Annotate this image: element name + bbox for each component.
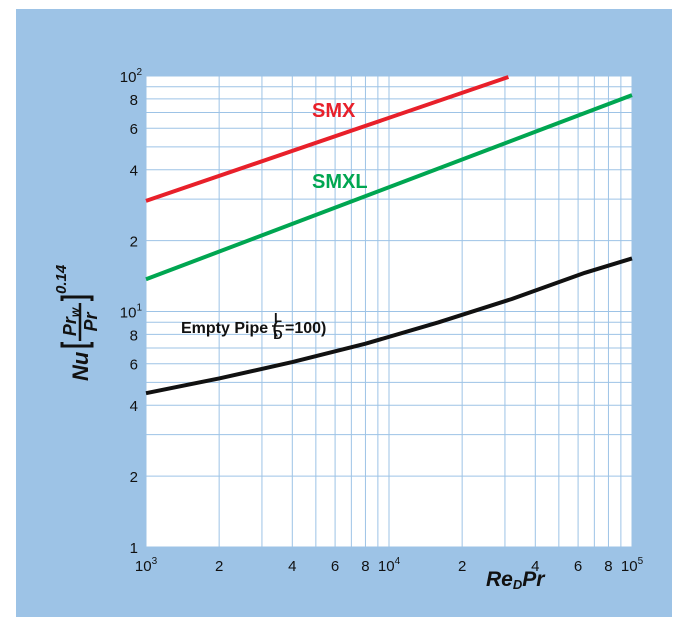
left-bracket: [60, 342, 94, 348]
series-line-2: [145, 93, 633, 282]
tick-exponent: 4: [395, 556, 401, 567]
y-tick-label: 101: [120, 303, 143, 322]
series-label-empty-pipe: Empty Pipe (: [181, 320, 279, 337]
x-tick-label: 104: [378, 556, 401, 575]
y-tick-label: 1: [130, 540, 138, 557]
y-label-exponent: 0.14: [53, 264, 70, 294]
tick-exponent: 3: [152, 556, 158, 567]
x-tick-label: 8: [604, 558, 612, 575]
grid: [145, 75, 633, 548]
y-tick-label: 4: [130, 163, 138, 180]
series-label-smxl: SMXL: [312, 171, 368, 193]
series-label-empty-pipe-tail: =100): [285, 320, 326, 337]
fraction-denominator: D: [273, 327, 282, 342]
y-label-nu: Nu: [68, 351, 93, 381]
x-axis-label: ReDPr: [486, 568, 546, 592]
y-tick-label: 102: [120, 67, 143, 86]
series-line-1: [145, 75, 510, 203]
y-tick-label: 2: [130, 469, 138, 486]
x-tick-label: 6: [331, 558, 339, 575]
x-tick-labels: 103 2 4 6 8 104 2 4 6 8 105: [135, 556, 644, 575]
ratio-top-main: Pr: [60, 316, 80, 336]
tick-base: 10: [120, 305, 137, 322]
right-bracket: [60, 295, 94, 301]
y-tick-label: 6: [130, 121, 138, 138]
y-label-ratio-bottom: Pr: [81, 312, 101, 332]
series-line-3: [145, 256, 633, 396]
y-tick-label: 2: [130, 234, 138, 251]
x-label-main: Re: [486, 568, 513, 591]
x-tick-label: 2: [458, 558, 466, 575]
x-tick-label: 103: [135, 556, 158, 575]
series-labels: SMX SMXL Empty Pipe (LD =100): [181, 100, 368, 342]
tick-exponent: 1: [136, 303, 142, 314]
y-label-ratio-top: Prw: [60, 307, 82, 336]
x-tick-label: 4: [531, 558, 539, 575]
x-tick-label: 2: [215, 558, 223, 575]
y-tick-label: 8: [130, 327, 138, 344]
tick-exponent: 2: [136, 67, 142, 78]
y-tick-label: 8: [130, 92, 138, 109]
x-tick-label: 105: [621, 556, 644, 575]
tick-base: 10: [120, 69, 137, 86]
x-tick-label: 4: [288, 558, 296, 575]
tick-exponent: 5: [638, 556, 644, 567]
y-axis-label: Nu Prw Pr 0.14: [53, 264, 101, 381]
tick-base: 10: [135, 558, 152, 575]
series-lines: [145, 75, 633, 396]
y-tick-label: 6: [130, 357, 138, 374]
ratio-top-sub: w: [68, 307, 82, 317]
x-label-end: Pr: [522, 568, 546, 591]
x-tick-label: 8: [361, 558, 369, 575]
x-label-sub: D: [513, 577, 523, 592]
y-tick-label: 4: [130, 398, 138, 415]
tick-base: 10: [378, 558, 395, 575]
series-label-smx: SMX: [312, 100, 356, 122]
x-tick-label: 6: [574, 558, 582, 575]
tick-base: 10: [621, 558, 638, 575]
fraction-numerator: L: [274, 310, 282, 325]
